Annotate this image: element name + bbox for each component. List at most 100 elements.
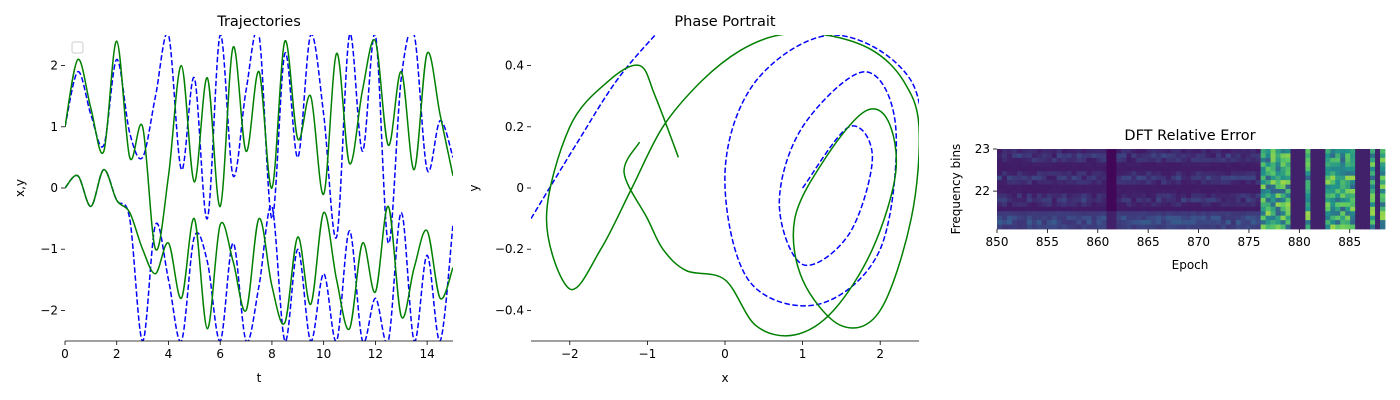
heatmap-cell — [1121, 166, 1127, 172]
heatmap-cell — [1345, 220, 1351, 225]
heatmap-cell — [1345, 215, 1351, 221]
heatmap-cell — [1041, 162, 1048, 168]
heatmap-cell — [1071, 189, 1077, 194]
heatmap-cell — [1191, 166, 1197, 172]
heatmap-cell — [1031, 149, 1038, 154]
heatmap-cell — [1205, 202, 1212, 208]
heatmap-cell — [1380, 224, 1386, 230]
heatmap-cell — [1265, 224, 1271, 230]
heatmap-cell — [1245, 171, 1252, 177]
heatmap-cell — [1131, 224, 1137, 230]
heatmap-cell — [1186, 189, 1192, 194]
heatmap-cell — [1315, 220, 1321, 225]
heatmap-cell — [1360, 180, 1366, 185]
heatmap-cell — [1220, 175, 1227, 181]
heatmap-cell — [1016, 153, 1023, 159]
heatmap-cell — [1215, 193, 1222, 199]
heatmap-cell — [1071, 175, 1077, 181]
heatmap-cell — [1280, 220, 1286, 225]
heatmap-cell — [1051, 189, 1058, 194]
heatmap-cell — [1166, 202, 1172, 208]
heatmap-cell — [1101, 153, 1107, 159]
heatmap-cell — [1161, 193, 1167, 199]
heatmap-cell — [1330, 180, 1336, 185]
heatmap-cell — [1325, 211, 1331, 217]
heatmap-cell — [1136, 175, 1142, 181]
heatmap-cell — [1240, 206, 1247, 212]
heatmap-cell — [1300, 197, 1306, 203]
heatmap-cell — [1081, 189, 1087, 194]
heatmap-cell — [1031, 202, 1038, 208]
heatmap-cell — [1081, 180, 1087, 185]
heatmap-cell — [1146, 184, 1152, 190]
heatmap-cell — [1186, 206, 1192, 212]
heatmap-cell — [1335, 224, 1341, 230]
heatmap-cell — [1191, 211, 1197, 217]
heatmap-cell — [1380, 157, 1386, 163]
heatmap-cell — [1325, 171, 1331, 177]
heatmap-cell — [1051, 193, 1058, 199]
heatmap-cell — [1036, 215, 1043, 221]
heatmap-cell — [1116, 166, 1122, 172]
heatmap-cell — [1380, 171, 1386, 177]
heatmap-cell — [1325, 206, 1331, 212]
heatmap-cell — [1161, 215, 1167, 221]
heatmap-cell — [1046, 206, 1053, 212]
heatmap-cell — [1370, 224, 1376, 230]
heatmap-cell — [1036, 180, 1043, 185]
heatmap-cell — [1375, 162, 1381, 168]
heatmap-cell — [1305, 220, 1311, 225]
heatmap-cell — [1195, 202, 1202, 208]
trajectories-x-tick-label: 2 — [113, 347, 121, 361]
heatmap-cell — [997, 175, 1003, 181]
heatmap-cell — [1360, 184, 1366, 190]
phase-portrait-series-2-line — [545, 35, 919, 337]
heatmap-cell — [1086, 224, 1092, 230]
heatmap-cell — [1036, 149, 1043, 154]
heatmap-cell — [1340, 157, 1346, 163]
heatmap-cell — [1131, 171, 1137, 177]
heatmap-cell — [1250, 215, 1257, 221]
heatmap-cell — [1225, 189, 1232, 194]
heatmap-cell — [1051, 162, 1058, 168]
heatmap-cell — [1345, 153, 1351, 159]
heatmap-cell — [1255, 171, 1262, 177]
heatmap-cell — [1340, 166, 1346, 172]
heatmap-cell — [1016, 220, 1023, 225]
heatmap-cell — [1126, 153, 1132, 159]
heatmap-cell — [1220, 153, 1227, 159]
heatmap-cell — [1191, 197, 1197, 203]
heatmap-cell — [1046, 171, 1053, 177]
heatmap-cell — [1230, 184, 1237, 190]
heatmap-cell — [1171, 197, 1177, 203]
heatmap-cell — [1365, 184, 1371, 190]
heatmap-cell — [1001, 180, 1008, 185]
heatmap-cell — [1280, 211, 1286, 217]
trajectories-x-tick-label: 14 — [419, 347, 434, 361]
heatmap-cell — [1310, 162, 1316, 168]
heatmap-cell — [1215, 202, 1222, 208]
heatmap-cell — [1275, 184, 1281, 190]
heatmap-cell — [1305, 162, 1311, 168]
heatmap-cell — [1210, 202, 1217, 208]
heatmap-cell — [1195, 224, 1202, 230]
heatmap-cell — [1026, 153, 1033, 159]
heatmap-cell — [1250, 206, 1257, 212]
heatmap-cell — [1245, 193, 1252, 199]
heatmap-cell — [1350, 184, 1356, 190]
heatmap-cell — [1295, 206, 1301, 212]
heatmap-cell — [1340, 175, 1346, 181]
heatmap-cell — [1096, 149, 1102, 154]
heatmap-cell — [1091, 175, 1097, 181]
heatmap-cell — [1101, 202, 1107, 208]
heatmap-cell — [1076, 197, 1082, 203]
heatmap-cell — [1225, 153, 1232, 159]
heatmap-cell — [1191, 184, 1197, 190]
heatmap-cell — [1161, 184, 1167, 190]
heatmap-cell — [1076, 202, 1082, 208]
heatmap-cell — [1131, 202, 1137, 208]
heatmap-cell — [1315, 224, 1321, 230]
heatmap-cell — [1051, 215, 1058, 221]
heatmap-cell — [1365, 202, 1371, 208]
